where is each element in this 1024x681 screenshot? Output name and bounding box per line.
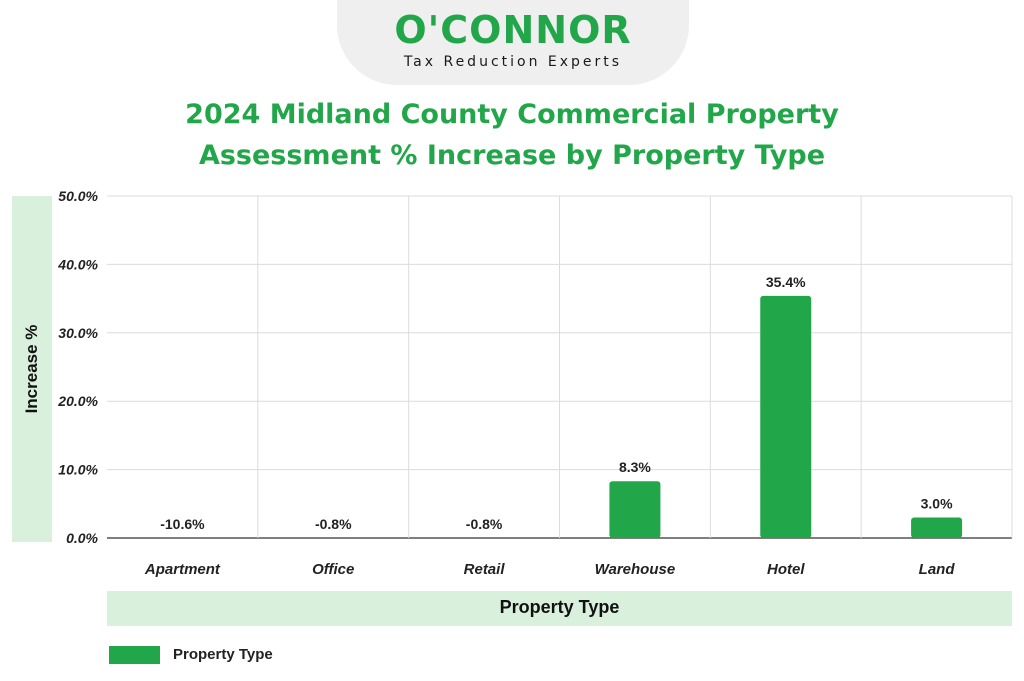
x-axis-label-band [107,591,1012,626]
data-label: -0.8% [466,516,503,532]
y-tick-label: 20.0% [57,393,98,409]
legend-label: Property Type [173,646,273,663]
y-tick-label: 10.0% [58,462,98,478]
x-tick-label: Retail [464,561,506,578]
x-tick-label: Land [919,561,956,578]
data-label: -10.6% [160,516,205,532]
chart-title: 2024 Midland County Commercial Property … [185,99,839,171]
data-label: 3.0% [921,495,953,511]
y-axis-label-band [12,196,52,542]
brand-logo: O'CONNOR [394,8,632,52]
data-label: -0.8% [315,516,352,532]
bar-hotel [760,295,812,538]
data-label: 35.4% [766,274,806,290]
y-tick-label: 50.0% [58,188,98,204]
y-tick-label: 40.0% [57,256,98,272]
legend-swatch [109,646,160,664]
logo-background [337,0,689,85]
x-tick-label: Warehouse [595,561,676,578]
y-tick-label: 0.0% [66,530,98,546]
x-axis-label: Property Type [499,597,620,617]
x-tick-label: Hotel [767,561,805,578]
bar-warehouse [609,481,661,538]
y-tick-label: 30.0% [58,325,98,341]
x-tick-label: Apartment [144,561,221,578]
brand-tagline: Tax Reduction Experts [403,54,623,70]
bar-land [911,517,963,538]
data-label: 8.3% [619,459,651,475]
x-tick-label: Office [312,561,354,578]
